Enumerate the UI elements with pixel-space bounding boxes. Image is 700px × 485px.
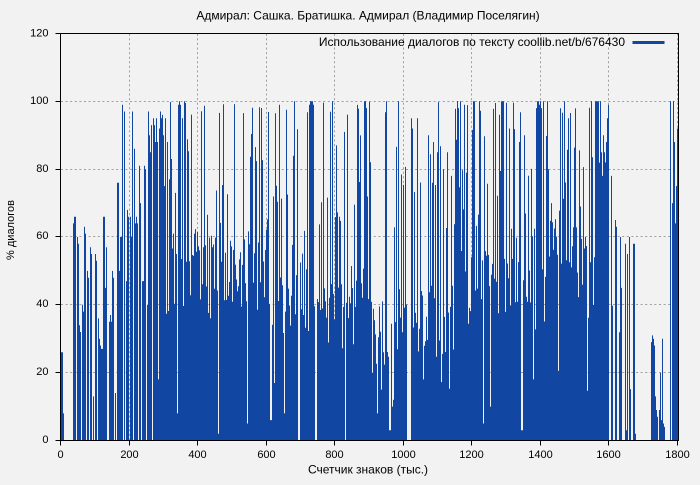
svg-text:1200: 1200	[459, 449, 483, 461]
svg-text:80: 80	[36, 163, 48, 175]
svg-text:60: 60	[36, 230, 48, 242]
svg-text:0: 0	[42, 434, 48, 446]
svg-text:0: 0	[57, 449, 63, 461]
svg-text:Адмирал: Сашка. Братишка. Адми: Адмирал: Сашка. Братишка. Адмирал (Влади…	[196, 9, 539, 23]
svg-text:40: 40	[36, 298, 48, 310]
svg-text:1000: 1000	[391, 449, 415, 461]
svg-text:200: 200	[120, 449, 138, 461]
svg-text:600: 600	[257, 449, 275, 461]
svg-text:20: 20	[36, 366, 48, 378]
svg-text:1400: 1400	[528, 449, 552, 461]
svg-text:1800: 1800	[665, 449, 689, 461]
svg-text:Использование диалогов по текс: Использование диалогов по тексту coollib…	[319, 35, 625, 49]
svg-text:1600: 1600	[596, 449, 620, 461]
svg-text:800: 800	[325, 449, 343, 461]
svg-text:120: 120	[30, 28, 48, 40]
svg-text:400: 400	[188, 449, 206, 461]
svg-text:100: 100	[30, 95, 48, 107]
svg-text:% диалогов: % диалогов	[5, 200, 17, 260]
svg-text:Счетчик знаков (тыс.): Счетчик знаков (тыс.)	[308, 463, 428, 477]
